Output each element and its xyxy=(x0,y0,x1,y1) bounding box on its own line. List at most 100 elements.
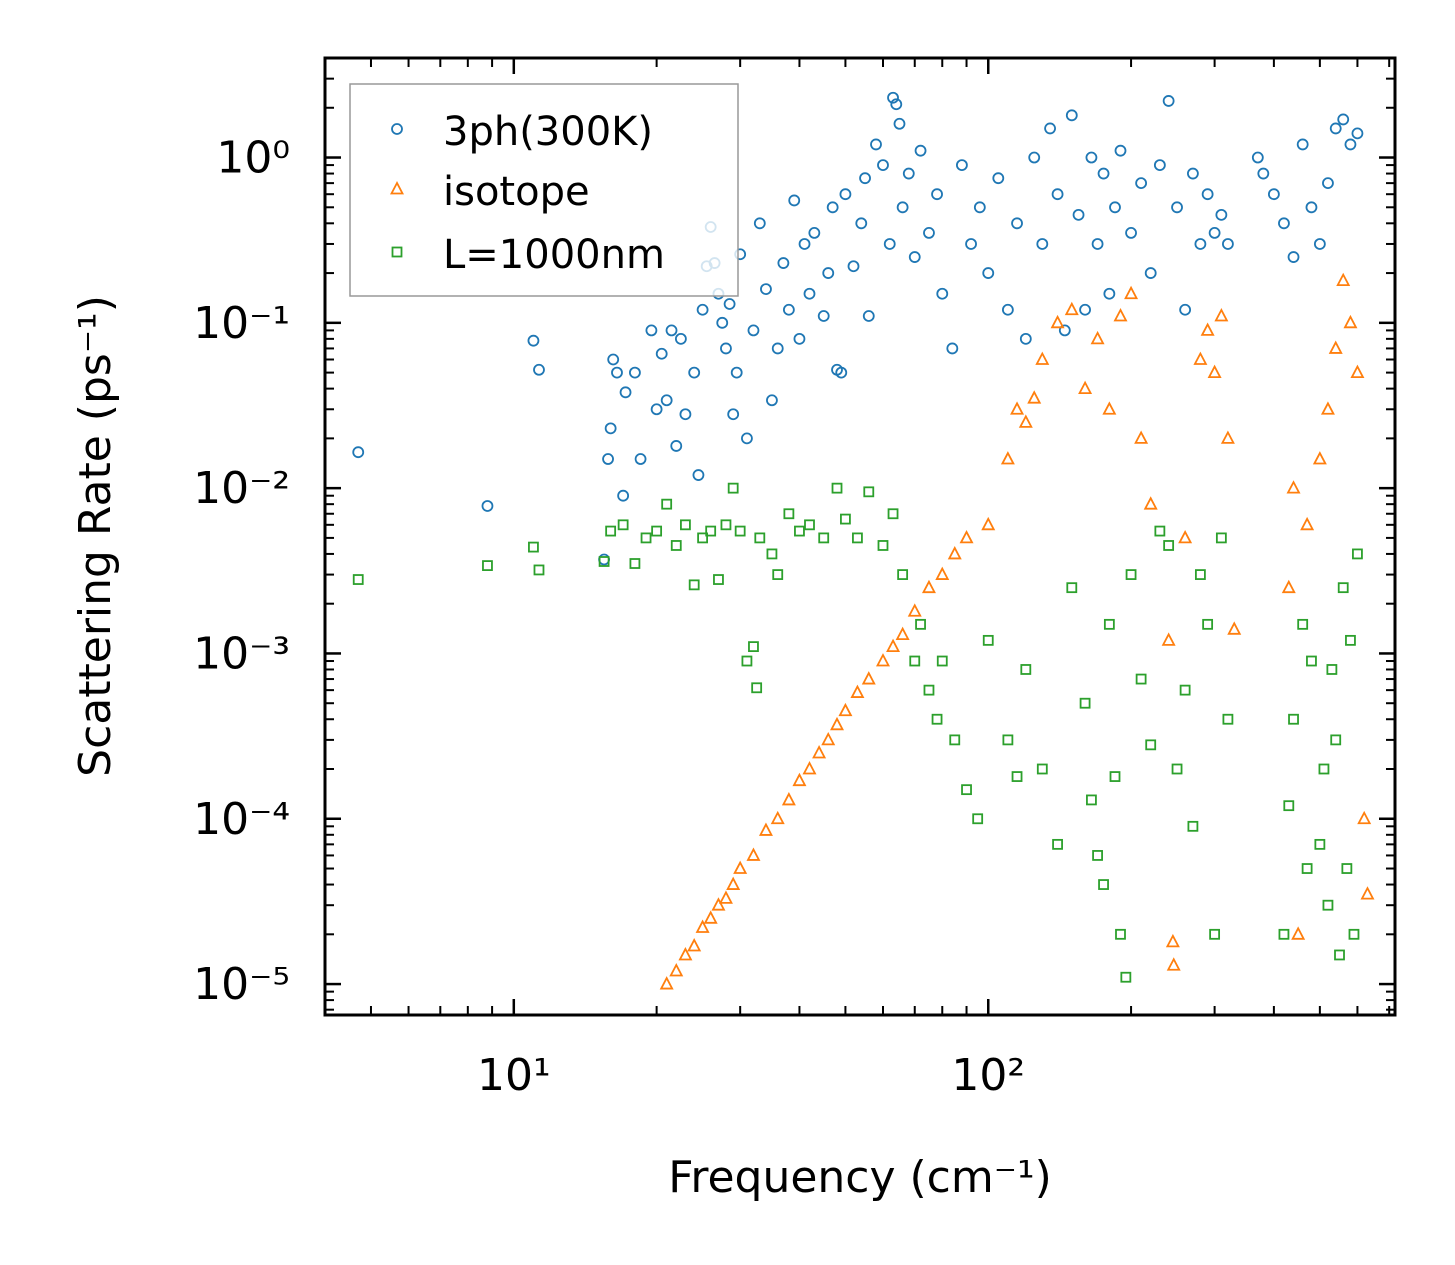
legend-markers xyxy=(390,123,404,258)
legend-frame xyxy=(349,83,739,297)
data-point xyxy=(1344,138,1357,151)
data-point xyxy=(771,342,784,355)
data-point xyxy=(1135,177,1148,190)
data-point xyxy=(1178,529,1193,544)
data-point xyxy=(817,310,830,322)
data-point xyxy=(1120,971,1132,983)
data-point xyxy=(1079,697,1091,709)
data-point xyxy=(1135,673,1147,685)
data-point xyxy=(1201,188,1214,201)
data-point xyxy=(679,408,692,421)
data-point xyxy=(1163,540,1175,551)
x-axis-label: Frequency (cm⁻¹) xyxy=(668,1152,1052,1203)
data-point xyxy=(655,347,668,360)
data-point xyxy=(688,366,701,379)
data-point xyxy=(1171,763,1183,775)
data-point xyxy=(482,560,493,571)
data-point xyxy=(617,519,629,531)
data-point xyxy=(604,422,617,435)
data-point xyxy=(822,267,835,279)
data-point xyxy=(1086,794,1097,806)
y-tick-label: 10⁻⁴ xyxy=(193,794,290,845)
data-point xyxy=(1305,201,1318,214)
data-point xyxy=(1134,430,1149,444)
data-point xyxy=(1018,414,1033,428)
data-point xyxy=(705,525,717,537)
data-point xyxy=(1314,838,1326,850)
plot-frame xyxy=(323,56,1397,1017)
data-point xyxy=(1251,151,1264,164)
data-point xyxy=(703,910,718,924)
data-point xyxy=(1336,272,1351,287)
data-point xyxy=(758,822,773,836)
data-point xyxy=(1318,763,1330,775)
data-point xyxy=(1291,926,1306,940)
data-point xyxy=(1113,308,1128,322)
data-point xyxy=(1220,430,1235,444)
y-tick-label: 10⁻⁵ xyxy=(193,959,290,1010)
data-point xyxy=(835,366,848,379)
data-point xyxy=(697,532,709,544)
data-point xyxy=(718,890,733,904)
data-point xyxy=(931,188,943,201)
data-point xyxy=(1306,655,1317,667)
data-point xyxy=(895,626,910,641)
data-point xyxy=(1109,771,1121,782)
data-point xyxy=(1352,548,1363,560)
data-point xyxy=(619,386,632,399)
data-point xyxy=(982,634,994,646)
data-point xyxy=(870,138,882,151)
data-point xyxy=(965,238,977,250)
data-point xyxy=(670,440,683,452)
data-point xyxy=(665,324,678,337)
data-point xyxy=(893,117,906,130)
series-2 xyxy=(352,482,1363,983)
data-point xyxy=(887,508,899,520)
data-point xyxy=(727,408,740,421)
data-point xyxy=(1000,451,1015,465)
data-point xyxy=(877,540,889,551)
data-point xyxy=(1227,621,1242,635)
series-0 xyxy=(352,91,1364,566)
data-point xyxy=(1036,238,1049,250)
data-point xyxy=(751,682,763,694)
y-tick-label: 10⁰ xyxy=(216,133,290,184)
data-point xyxy=(792,772,807,787)
data-point xyxy=(1011,771,1023,782)
data-point xyxy=(1334,949,1345,961)
data-point xyxy=(1165,933,1180,948)
data-point xyxy=(861,671,876,685)
data-point xyxy=(886,638,901,653)
data-point xyxy=(1011,217,1023,230)
data-point xyxy=(688,579,700,591)
data-point xyxy=(946,342,959,355)
data-point xyxy=(1019,332,1032,345)
data-point xyxy=(972,813,984,825)
data-point xyxy=(1341,863,1353,874)
data-point xyxy=(1010,401,1025,415)
data-point xyxy=(1222,238,1234,250)
data-point xyxy=(1215,208,1228,221)
data-point xyxy=(1078,380,1093,395)
data-point xyxy=(804,519,815,531)
series-1 xyxy=(659,272,1375,990)
data-point xyxy=(634,453,647,465)
data-point xyxy=(1028,151,1041,164)
data-point xyxy=(1360,886,1375,900)
data-point xyxy=(1322,899,1334,911)
data-point xyxy=(770,810,785,825)
tick-labels: 10¹ 10² 10⁰ 10⁻¹ 10⁻² 10⁻³ 10⁻⁴ 10⁻⁵ xyxy=(193,133,1025,1101)
data-point xyxy=(1330,734,1342,746)
data-point xyxy=(746,847,761,861)
data-point xyxy=(1109,201,1121,214)
data-point xyxy=(1283,800,1295,812)
data-point xyxy=(730,366,743,379)
data-point xyxy=(956,159,968,171)
data-point xyxy=(1222,713,1234,725)
data-point xyxy=(883,238,896,250)
data-point xyxy=(1329,122,1342,135)
legend-entry-3ph: 3ph(300K) xyxy=(443,109,653,155)
data-point xyxy=(887,91,899,104)
data-point xyxy=(821,731,836,746)
